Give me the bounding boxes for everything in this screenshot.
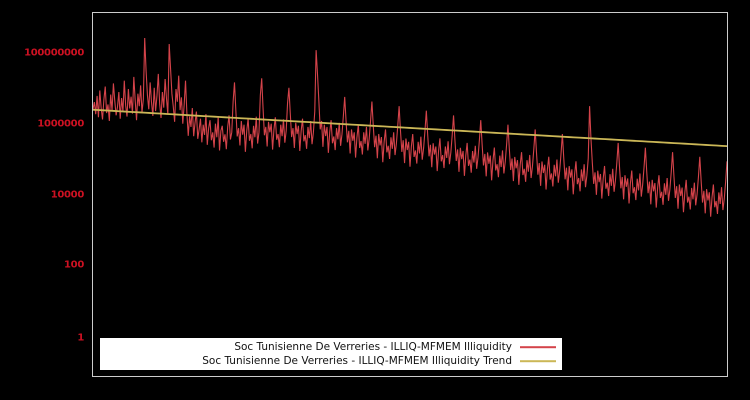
legend-entry-trend[interactable]: Soc Tunisienne De Verreries - ILLIQ-MFME… (104, 354, 558, 368)
chart-legend: Soc Tunisienne De Verreries - ILLIQ-MFME… (99, 337, 563, 371)
y-tick-label: 10000 (50, 189, 85, 201)
legend-entry-illiquidity[interactable]: Soc Tunisienne De Verreries - ILLIQ-MFME… (104, 340, 558, 354)
legend-entry-label: Soc Tunisienne De Verreries - ILLIQ-MFME… (234, 341, 512, 353)
series-line-trend (93, 108, 727, 148)
y-tick-label: 1000000 (37, 118, 84, 130)
plot-area (92, 12, 728, 377)
legend-line-sample-trend (520, 356, 556, 366)
legend-line-sample-illiquidity (520, 342, 556, 352)
y-tick-label: 1 (77, 332, 84, 344)
y-tick-label: 100 (64, 259, 84, 271)
legend-entry-label: Soc Tunisienne De Verreries - ILLIQ-MFME… (202, 355, 512, 367)
y-axis-tick-labels: 100000000 1000000 10000 100 1 (0, 12, 88, 377)
series-line-illiquidity (93, 37, 727, 217)
y-tick-label: 100000000 (24, 47, 84, 59)
chart-plot-svg (93, 37, 727, 217)
